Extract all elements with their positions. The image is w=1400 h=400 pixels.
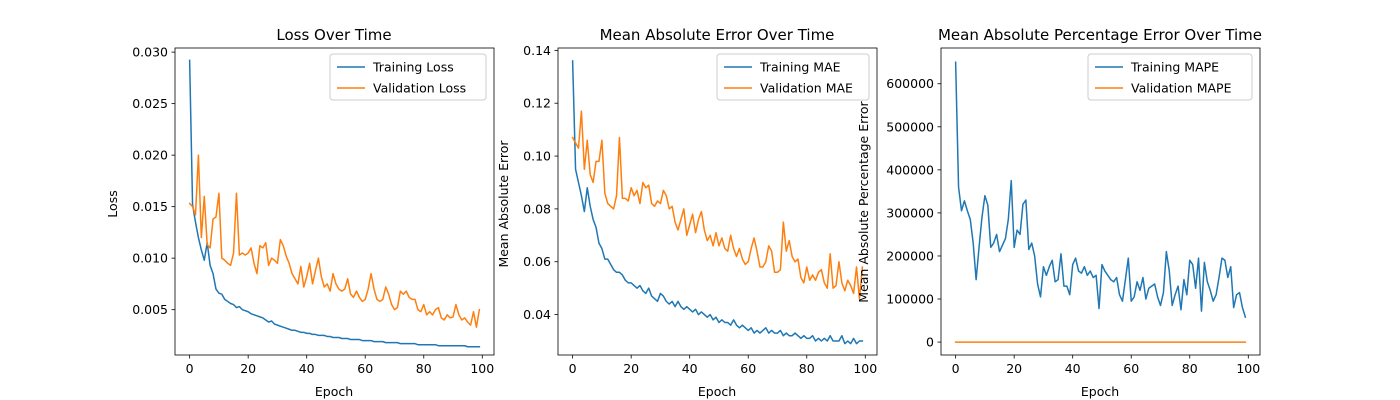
mae-chart-legend: Training MAE Validation MAE <box>716 53 870 101</box>
loss-chart-plot: 0 20 40 60 80 100 0.005 0.010 0.015 0.020 0.025 0.0… <box>132 45 495 376</box>
mape-chart-axes-frame <box>940 47 1261 356</box>
mape-chart-legend-box <box>1087 53 1253 101</box>
mae-chart-x-tick-label: 40 <box>682 361 698 376</box>
loss-chart-x-tick-label: 60 <box>357 361 373 376</box>
mape-chart-plot: 0 20 40 60 80 100 0 100000 200000 300000 400000 500… <box>886 47 1261 376</box>
mape-chart-y-tick-label: 100000 <box>886 292 934 307</box>
loss-chart-y-tick-label: 0.005 <box>132 302 168 317</box>
loss-chart-legend-label-1: Training Loss <box>372 60 454 75</box>
loss-chart-y-tick-label: 0.025 <box>132 96 168 111</box>
loss-chart-legend-label-2: Validation Loss <box>373 81 466 96</box>
mape-chart-title: Mean Absolute Percentage Error Over Time <box>938 26 1262 44</box>
mape-chart-y-tick-label: 0 <box>926 335 934 350</box>
loss-chart-series-line-1 <box>188 59 481 348</box>
loss-chart-x-tick-label: 0 <box>186 361 194 376</box>
mape-chart-y-tick-label: 200000 <box>886 248 934 263</box>
loss-chart: Loss Over Time Epoch Loss 0 20 40 60 80 100 0.… <box>105 26 495 399</box>
mape-chart-series-line-1 <box>954 61 1247 319</box>
mae-chart-ylabel: Mean Absolute Error <box>496 140 511 268</box>
mape-chart-legend-label-2: Validation MAPE <box>1131 81 1232 96</box>
mae-chart-x-tick-label: 0 <box>569 361 577 376</box>
loss-chart-xlabel: Epoch <box>315 384 353 399</box>
mape-chart-x-tick-label: 0 <box>952 361 960 376</box>
mape-chart-x-tick-label: 100 <box>1236 361 1260 376</box>
loss-chart-y-tick-label: 0.030 <box>132 45 168 60</box>
loss-chart-y-tick-label: 0.010 <box>132 251 168 266</box>
mape-chart-x-tick-label: 20 <box>1006 361 1022 376</box>
mape-chart: Mean Absolute Percentage Error Over Time… <box>856 26 1262 399</box>
loss-chart-title: Loss Over Time <box>276 26 391 44</box>
mape-chart-x-tick-label: 60 <box>1123 361 1139 376</box>
loss-chart-x-tick-label: 80 <box>416 361 432 376</box>
mae-chart-y-tick-label: 0.14 <box>523 43 551 58</box>
mae-chart-x-tick-label: 20 <box>623 361 639 376</box>
loss-chart-ylabel: Loss <box>105 190 120 217</box>
mape-chart-xlabel: Epoch <box>1081 384 1119 399</box>
mape-chart-y-tick-label: 500000 <box>886 119 934 134</box>
mape-chart-x-tick-label: 80 <box>1182 361 1198 376</box>
mae-chart-xlabel: Epoch <box>698 384 736 399</box>
mae-chart-x-tick-label: 60 <box>740 361 756 376</box>
mape-chart-x-tick-label: 40 <box>1065 361 1081 376</box>
mae-chart-series-line-1 <box>571 60 864 345</box>
loss-chart-series-line-2 <box>188 154 481 328</box>
mae-chart-plot: 0 20 40 60 80 100 0.04 0.06 0.08 0.10 0.12 0.14 Trai… <box>523 43 878 376</box>
loss-chart-y-tick-label: 0.015 <box>132 199 168 214</box>
mae-chart-y-tick-label: 0.12 <box>523 96 551 111</box>
mae-chart-y-tick-label: 0.06 <box>523 254 551 269</box>
loss-chart-x-tick-label: 20 <box>240 361 256 376</box>
mape-chart-y-tick-label: 400000 <box>886 162 934 177</box>
mape-chart-legend-label-1: Training MAPE <box>1130 60 1219 75</box>
mae-chart-axes-frame <box>557 47 878 356</box>
mae-chart-legend-label-1: Training MAE <box>759 60 841 75</box>
mae-chart-y-tick-label: 0.08 <box>523 201 551 216</box>
mae-chart-y-tick-label: 0.10 <box>523 149 551 164</box>
mape-chart-y-tick-label: 300000 <box>886 205 934 220</box>
mape-chart-legend: Training MAPE Validation MAPE <box>1087 53 1253 101</box>
mae-chart-x-tick-label: 80 <box>799 361 815 376</box>
loss-chart-x-tick-label: 40 <box>299 361 315 376</box>
mae-chart-x-tick-label: 100 <box>853 361 877 376</box>
mape-chart-y-tick-label: 600000 <box>886 76 934 91</box>
mae-chart-y-tick-label: 0.04 <box>523 307 551 322</box>
loss-chart-legend-box <box>329 53 487 101</box>
loss-chart-x-tick-label: 100 <box>470 361 494 376</box>
mae-chart-series-line-2 <box>571 110 864 300</box>
loss-chart-axes-frame <box>174 47 495 356</box>
mae-chart: Mean Absolute Error Over Time Epoch Mean… <box>496 26 878 399</box>
mape-chart-ylabel: Mean Absolute Percentage Error <box>856 100 871 302</box>
loss-chart-y-tick-label: 0.020 <box>132 148 168 163</box>
mae-chart-title: Mean Absolute Error Over Time <box>600 26 835 44</box>
mae-chart-legend-box <box>716 53 870 101</box>
loss-chart-legend: Training Loss Validation Loss <box>329 53 487 101</box>
mae-chart-legend-label-2: Validation MAE <box>760 81 853 96</box>
